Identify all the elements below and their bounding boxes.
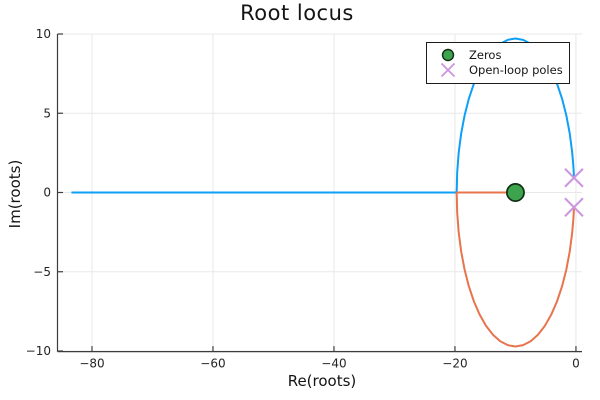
y-tick-label: −10	[26, 344, 51, 358]
y-tick-label: 10	[36, 27, 51, 41]
x-marker-icon	[440, 63, 456, 77]
y-tick-label: 0	[43, 186, 51, 200]
zero-marker	[506, 183, 525, 202]
legend: Zeros Open-loop poles	[426, 42, 570, 84]
x-axis-label: Re(roots)	[287, 372, 357, 390]
y-tick-label: −5	[33, 265, 51, 279]
x-tick-label: 0	[572, 357, 580, 371]
x-tick-label: −60	[200, 357, 225, 371]
x-tick-label: −80	[79, 357, 104, 371]
legend-entry-open-loop-poles: Open-loop poles	[427, 63, 569, 77]
legend-label-open-loop-poles: Open-loop poles	[469, 63, 563, 77]
series-root-locus-branch-2	[455, 191, 575, 348]
circle-marker-icon	[441, 48, 455, 62]
legend-label-zeros: Zeros	[469, 48, 502, 62]
chart-title: Root locus	[240, 1, 354, 25]
pole-marker	[564, 197, 584, 217]
legend-entry-zeros: Zeros	[427, 48, 569, 62]
y-tick-label: 5	[43, 106, 51, 120]
series-root-locus-branch-1	[71, 37, 575, 194]
x-tick-label: −40	[321, 357, 346, 371]
x-tick-label: −20	[442, 357, 467, 371]
pole-marker	[564, 168, 584, 188]
